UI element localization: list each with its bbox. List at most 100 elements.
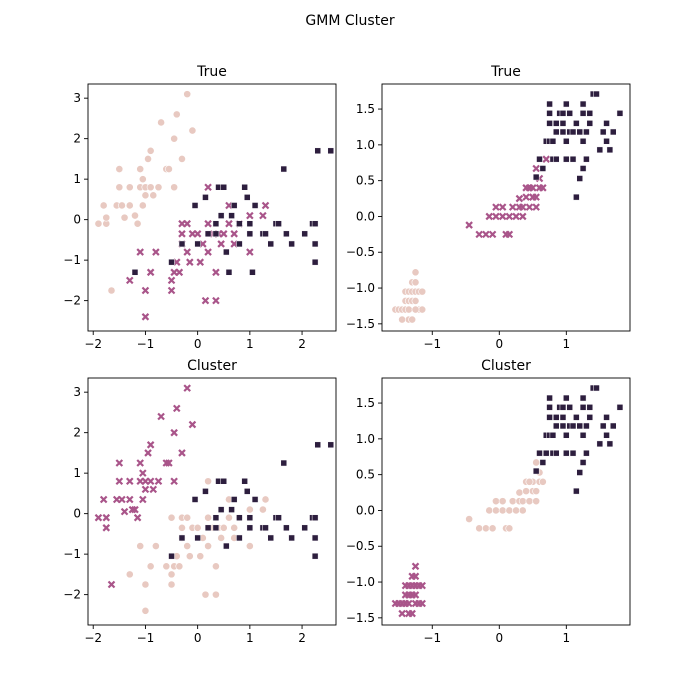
point-cluster-0	[204, 542, 212, 550]
point-cluster-2	[275, 514, 282, 521]
point-cluster-2	[202, 194, 209, 201]
y-tick-label: 0	[73, 213, 81, 227]
y-tick-label: 0.0	[356, 209, 375, 223]
point-cluster-0	[212, 590, 220, 599]
point-cluster-2	[606, 146, 614, 154]
point-cluster-2	[566, 404, 573, 411]
point-cluster-0	[167, 570, 176, 579]
point-cluster-0	[204, 513, 212, 522]
point-cluster-1	[475, 230, 483, 239]
point-cluster-1	[141, 286, 150, 295]
x-tick-label: 2	[298, 631, 306, 645]
point-cluster-2	[220, 478, 227, 485]
point-cluster-1	[102, 513, 111, 522]
point-cluster-0	[261, 495, 270, 504]
point-cluster-2	[596, 440, 604, 448]
point-cluster-0	[498, 497, 507, 506]
point-cluster-2	[559, 414, 567, 421]
point-cluster-0	[201, 590, 210, 599]
point-cluster-2	[553, 128, 560, 136]
point-cluster-2	[583, 155, 590, 163]
point-cluster-2	[301, 524, 308, 532]
point-cluster-1	[178, 230, 186, 238]
point-cluster-2	[236, 220, 243, 227]
point-cluster-2	[583, 422, 590, 430]
point-cluster-0	[481, 524, 490, 533]
point-cluster-0	[532, 487, 541, 496]
point-cluster-2	[204, 230, 212, 238]
point-cluster-2	[241, 478, 248, 485]
point-cluster-2	[275, 220, 282, 227]
point-cluster-1	[492, 203, 500, 211]
point-cluster-2	[579, 394, 587, 402]
point-cluster-0	[141, 580, 150, 589]
point-cluster-2	[593, 384, 600, 392]
point-cluster-0	[94, 219, 103, 228]
point-cluster-2	[586, 120, 594, 127]
point-cluster-2	[573, 414, 580, 421]
point-cluster-1	[261, 201, 270, 210]
point-cluster-2	[583, 449, 590, 457]
point-cluster-2	[311, 552, 319, 560]
point-cluster-1	[518, 203, 527, 211]
point-cluster-0	[515, 488, 524, 497]
point-cluster-2	[563, 449, 570, 457]
point-cluster-2	[223, 248, 230, 256]
point-cluster-0	[204, 477, 212, 486]
point-cluster-0	[170, 134, 179, 143]
point-cluster-0	[99, 201, 108, 210]
x-tick-label: 1	[563, 337, 571, 351]
panel-title: Cluster	[187, 358, 237, 374]
point-cluster-2	[616, 404, 624, 411]
point-cluster-2	[599, 422, 607, 430]
point-cluster-2	[536, 155, 543, 163]
point-cluster-0	[146, 146, 155, 155]
y-tick-label: 0.0	[356, 503, 375, 517]
point-cluster-2	[553, 414, 560, 421]
x-tick-label: 1	[246, 337, 254, 351]
point-cluster-0	[522, 487, 531, 496]
y-tick-label: −2	[63, 588, 81, 602]
point-cluster-2	[230, 496, 238, 503]
point-cluster-2	[569, 422, 577, 430]
point-cluster-0	[138, 175, 147, 184]
point-cluster-0	[107, 286, 116, 295]
point-cluster-1	[418, 599, 426, 608]
point-cluster-0	[411, 278, 420, 287]
point-cluster-2	[311, 220, 319, 227]
point-cluster-2	[606, 440, 614, 448]
point-cluster-2	[603, 414, 610, 421]
point-cluster-1	[408, 609, 416, 618]
point-cluster-1	[212, 296, 220, 305]
x-tick-label: 0	[194, 631, 202, 645]
point-cluster-2	[559, 422, 567, 430]
point-cluster-0	[508, 497, 517, 506]
point-cluster-1	[411, 562, 420, 571]
point-cluster-0	[125, 570, 134, 579]
point-cluster-0	[485, 506, 494, 515]
y-tick-label: 1.5	[356, 102, 375, 116]
point-cluster-1	[188, 420, 197, 429]
point-cluster-2	[327, 441, 335, 449]
point-cluster-0	[125, 201, 134, 210]
point-cluster-2	[217, 506, 225, 513]
point-cluster-1	[212, 268, 220, 277]
point-cluster-0	[183, 513, 192, 522]
point-cluster-1	[492, 212, 500, 221]
point-cluster-0	[133, 219, 142, 228]
point-cluster-2	[228, 212, 235, 219]
point-cluster-0	[532, 458, 541, 467]
point-cluster-2	[579, 138, 587, 145]
point-cluster-1	[149, 485, 158, 494]
point-cluster-2	[262, 524, 269, 532]
point-cluster-0	[505, 524, 514, 533]
point-cluster-1	[186, 258, 194, 266]
point-cluster-0	[136, 165, 145, 173]
x-tick-label: 1	[563, 631, 571, 645]
point-cluster-1	[136, 459, 144, 467]
figure-title: GMM Cluster	[305, 13, 394, 29]
point-cluster-0	[411, 305, 420, 314]
point-cluster-2	[178, 240, 186, 248]
point-cluster-2	[586, 414, 594, 421]
point-cluster-0	[154, 183, 163, 192]
